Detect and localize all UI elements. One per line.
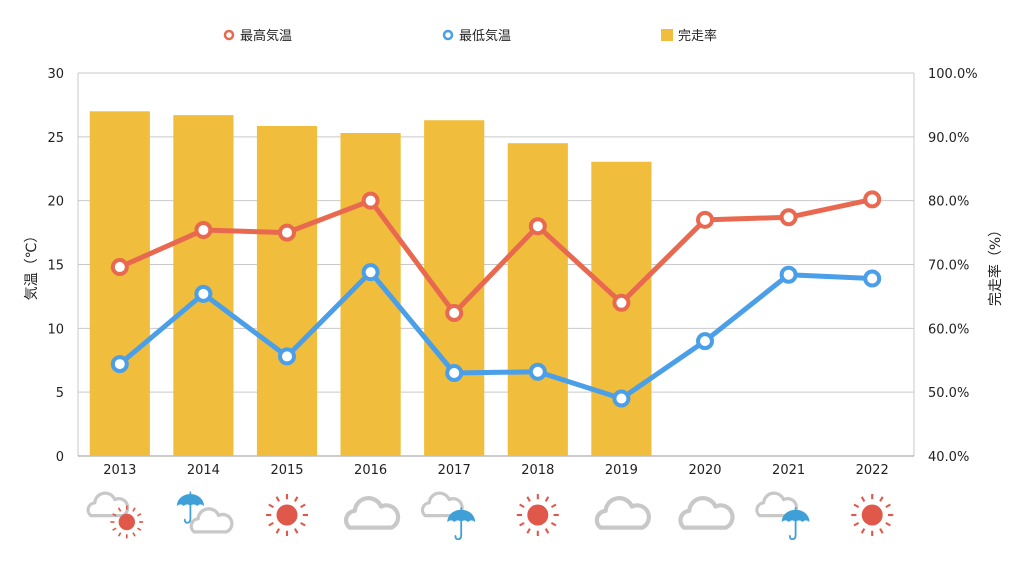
- data-point: [445, 364, 464, 383]
- data-point: [696, 332, 714, 351]
- legend-label: 完走率: [678, 28, 717, 44]
- completion-bar: [256, 125, 318, 457]
- y-tick-label: 10: [47, 322, 64, 337]
- y-tick-label: 20: [47, 195, 64, 210]
- y2-tick-label: 90.0%: [928, 131, 969, 146]
- x-tick-label: 2019: [605, 463, 638, 478]
- cloud-icon: [678, 496, 735, 530]
- x-tick-label: 2015: [270, 463, 303, 478]
- cloud-icon: [344, 496, 401, 530]
- legend-marker: [442, 29, 454, 41]
- temperature-lines: [110, 190, 882, 408]
- axes: 0 5 10 15 20 25 30 40.0% 50.0% 60.0% 70.0% 80.0% 90.…: [24, 67, 1004, 478]
- completion-bar: [89, 111, 150, 457]
- data-point: [779, 208, 798, 227]
- x-tick-label: 2021: [772, 463, 805, 478]
- x-tick-label: 2020: [688, 463, 721, 478]
- data-point: [528, 217, 547, 236]
- y2-tick-label: 50.0%: [928, 386, 969, 401]
- x-tick-label: 2016: [354, 463, 387, 478]
- sun-icon: [110, 505, 144, 539]
- y-tick-label: 25: [47, 131, 64, 146]
- legend-label: 最低気温: [459, 28, 511, 44]
- data-point: [110, 258, 129, 277]
- legend-marker: [661, 29, 673, 41]
- x-tick-label: 2014: [187, 463, 220, 478]
- sun-icon: [851, 494, 894, 536]
- cloud-icon: [189, 507, 234, 534]
- data-point: [194, 221, 213, 240]
- sun-icon: [266, 494, 308, 536]
- y2-axis-title: 完走率（%）: [987, 223, 1004, 306]
- y-axis-title: 気温（℃）: [24, 229, 40, 301]
- series-line: [117, 196, 875, 316]
- completion-bar: [507, 143, 568, 456]
- x-tick-label: 2018: [521, 463, 554, 478]
- x-tick-label: 2022: [856, 463, 889, 478]
- data-point: [612, 293, 631, 312]
- series-line: [117, 269, 875, 402]
- data-point: [779, 265, 798, 284]
- umbrella-icon: [176, 491, 204, 524]
- y-tick-label: 5: [56, 386, 64, 401]
- cloud-icon: [420, 491, 464, 518]
- x-tick-label: 2013: [103, 463, 136, 478]
- x-tick-label: 2017: [438, 463, 471, 478]
- y2-tick-label: 100.0%: [928, 67, 978, 82]
- data-point: [445, 304, 464, 323]
- data-point: [110, 355, 129, 374]
- weather-icons-row: [86, 491, 894, 541]
- umbrella-icon: [447, 507, 476, 541]
- data-point: [361, 191, 380, 210]
- y2-tick-label: 80.0%: [928, 195, 969, 210]
- cloud-icon: [594, 496, 651, 530]
- y2-tick-label: 60.0%: [928, 322, 969, 337]
- y-tick-label: 30: [47, 67, 64, 82]
- data-point: [194, 284, 213, 303]
- y-tick-label: 15: [47, 259, 64, 274]
- data-point: [278, 223, 296, 242]
- data-point: [528, 362, 547, 381]
- data-point: [863, 190, 882, 209]
- y-tick-label: 0: [56, 450, 64, 465]
- umbrella-icon: [781, 507, 810, 541]
- data-point: [361, 263, 380, 282]
- legend-marker: [223, 29, 235, 41]
- data-point: [612, 389, 631, 408]
- legend: 最高気温 最低気温 完走率: [223, 28, 717, 44]
- y2-tick-label: 40.0%: [928, 450, 969, 465]
- y2-tick-label: 70.0%: [928, 259, 969, 274]
- data-point: [863, 269, 882, 288]
- legend-label: 最高気温: [240, 28, 292, 44]
- sun-icon: [516, 494, 559, 536]
- cloud-icon: [755, 491, 799, 518]
- data-point: [278, 347, 296, 366]
- completion-rate-bars: [89, 111, 652, 457]
- cloud-icon: [86, 491, 130, 518]
- data-point: [696, 210, 714, 229]
